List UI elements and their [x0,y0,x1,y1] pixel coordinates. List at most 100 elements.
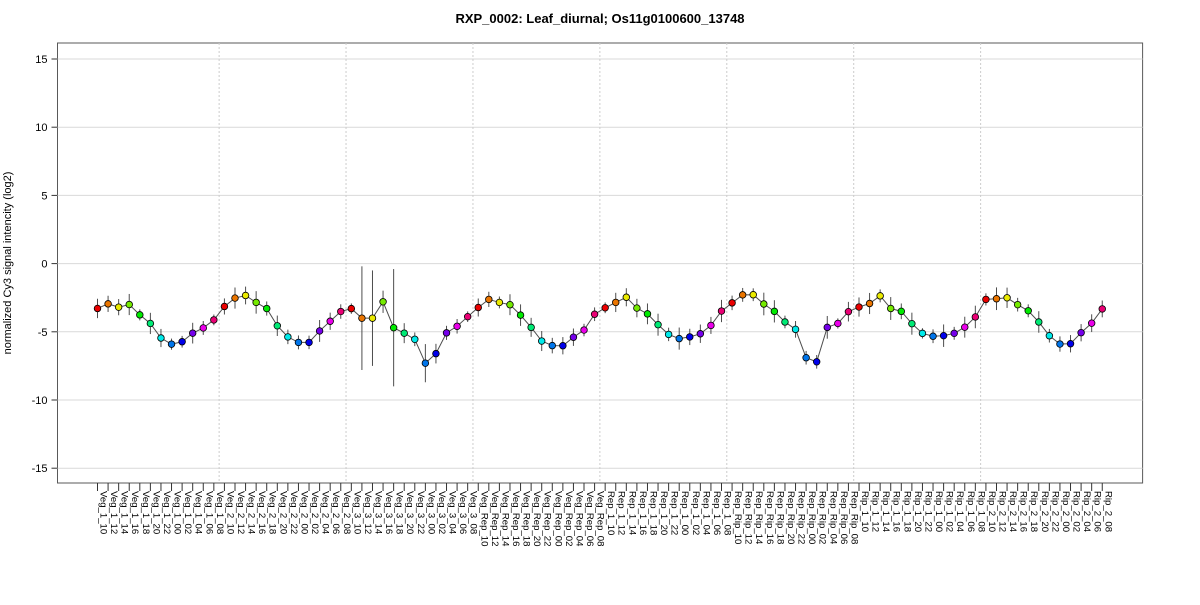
svg-text:Veg_2_16: Veg_2_16 [256,491,267,534]
svg-text:Rep_1_04: Rep_1_04 [700,491,711,536]
svg-text:Veg_1_16: Veg_1_16 [129,491,140,534]
svg-text:Rep_Rip_04: Rep_Rip_04 [827,491,838,545]
svg-text:Veg_3_18: Veg_3_18 [394,491,405,534]
svg-text:Rep_1_16: Rep_1_16 [637,491,648,535]
svg-text:Veg_3_16: Veg_3_16 [383,491,394,534]
svg-text:Rep_Rip_22: Rep_Rip_22 [796,491,807,544]
svg-text:0: 0 [41,259,47,271]
svg-text:Veg_3_08: Veg_3_08 [468,491,479,534]
svg-text:Veg_3_14: Veg_3_14 [372,491,383,535]
svg-text:Veg_2_08: Veg_2_08 [341,491,352,534]
svg-text:-15: -15 [32,463,48,475]
svg-text:Rip_1_20: Rip_1_20 [912,491,923,532]
svg-text:Rip_1_00: Rip_1_00 [933,491,944,532]
svg-text:Rep_1_20: Rep_1_20 [658,491,669,535]
svg-text:Rip_2_06: Rip_2_06 [1092,491,1103,532]
svg-text:Rep_1_08: Rep_1_08 [722,491,733,535]
svg-text:Veg_Rep_16: Veg_Rep_16 [510,491,521,546]
svg-text:Veg_1_12: Veg_1_12 [108,491,119,534]
svg-text:Rep_Rip_06: Rep_Rip_06 [838,491,849,544]
svg-text:Veg_Rep_06: Veg_Rep_06 [584,491,595,546]
svg-text:Rip_2_00: Rip_2_00 [1060,491,1071,532]
svg-text:Veg_2_06: Veg_2_06 [330,491,341,534]
svg-text:Rip_1_14: Rip_1_14 [880,491,891,533]
svg-text:Rep_1_18: Rep_1_18 [647,491,658,535]
svg-text:Rip_1_02: Rip_1_02 [944,491,955,532]
svg-text:Veg_1_22: Veg_1_22 [161,491,172,534]
svg-text:Veg_2_20: Veg_2_20 [277,491,288,534]
svg-text:Rep_Rip_08: Rep_Rip_08 [848,491,859,544]
svg-text:Rip_1_04: Rip_1_04 [954,491,965,533]
svg-text:Rep_1_12: Rep_1_12 [616,491,627,535]
svg-text:Veg_2_00: Veg_2_00 [298,491,309,534]
svg-text:Rep_1_10: Rep_1_10 [605,491,616,535]
svg-text:Rip_2_14: Rip_2_14 [1007,491,1018,533]
svg-text:Rip_2_20: Rip_2_20 [1039,491,1050,532]
svg-text:Rep_Rip_12: Rep_Rip_12 [743,491,754,544]
svg-text:Rep_Rip_14: Rep_Rip_14 [753,491,764,545]
svg-text:Veg_Rep_12: Veg_Rep_12 [489,491,500,546]
svg-text:Rip_2_10: Rip_2_10 [986,491,997,532]
svg-text:Veg_2_22: Veg_2_22 [288,491,299,534]
svg-text:Rip_2_08: Rip_2_08 [1102,491,1113,532]
svg-text:Rep_1_02: Rep_1_02 [690,491,701,535]
svg-text:Veg_3_12: Veg_3_12 [362,491,373,534]
svg-text:Rip_1_22: Rip_1_22 [922,491,933,532]
svg-text:Rep_1_00: Rep_1_00 [679,491,690,535]
svg-text:Veg_3_06: Veg_3_06 [457,491,468,534]
svg-text:Rep_1_22: Rep_1_22 [669,491,680,535]
svg-text:Veg_3_00: Veg_3_00 [425,491,436,534]
svg-text:Veg_2_10: Veg_2_10 [224,491,235,534]
svg-text:Veg_Rep_10: Veg_Rep_10 [478,491,489,546]
svg-text:Veg_3_02: Veg_3_02 [436,491,447,534]
svg-text:Veg_1_10: Veg_1_10 [98,491,109,534]
svg-text:15: 15 [35,54,47,66]
svg-text:Veg_1_18: Veg_1_18 [140,491,151,534]
svg-text:Veg_2_18: Veg_2_18 [267,491,278,534]
svg-text:Veg_3_04: Veg_3_04 [447,491,458,535]
svg-text:Rip_2_18: Rip_2_18 [1028,491,1039,532]
svg-text:Veg_2_04: Veg_2_04 [320,491,331,535]
svg-text:Veg_2_02: Veg_2_02 [309,491,320,534]
svg-text:RXP_0002: Leaf_diurnal; Os11g0: RXP_0002: Leaf_diurnal; Os11g0100600_137… [455,11,744,26]
svg-text:Veg_2_14: Veg_2_14 [246,491,257,535]
svg-text:Veg_1_06: Veg_1_06 [203,491,214,534]
svg-text:Rep_1_06: Rep_1_06 [711,491,722,535]
svg-text:Veg_1_00: Veg_1_00 [172,491,183,534]
svg-text:Veg_Rep_04: Veg_Rep_04 [573,491,584,547]
svg-text:Rip_2_04: Rip_2_04 [1081,491,1092,533]
svg-text:Rip_1_16: Rip_1_16 [891,491,902,532]
svg-text:Rip_2_12: Rip_2_12 [996,491,1007,532]
svg-text:-5: -5 [38,327,48,339]
svg-text:Veg_Rep_00: Veg_Rep_00 [552,491,563,546]
svg-text:Rip_1_10: Rip_1_10 [859,491,870,532]
svg-text:Rep_Rip_16: Rep_Rip_16 [764,491,775,544]
svg-text:Rip_1_08: Rip_1_08 [975,491,986,532]
svg-text:Veg_Rep_18: Veg_Rep_18 [521,491,532,546]
svg-text:Veg_1_04: Veg_1_04 [193,491,204,535]
svg-text:Rip_1_12: Rip_1_12 [870,491,881,532]
svg-text:Rep_Rip_00: Rep_Rip_00 [806,491,817,544]
svg-text:Veg_Rep_08: Veg_Rep_08 [595,491,606,546]
svg-text:Veg_Rep_02: Veg_Rep_02 [563,491,574,546]
svg-text:Rip_2_16: Rip_2_16 [1018,491,1029,532]
svg-text:-10: -10 [32,395,48,407]
svg-text:Rep_Rip_10: Rep_Rip_10 [732,491,743,544]
svg-text:Veg_Rep_14: Veg_Rep_14 [499,491,510,547]
svg-text:Rip_2_22: Rip_2_22 [1049,491,1060,532]
svg-text:Veg_1_14: Veg_1_14 [119,491,130,535]
svg-text:normalized Cy3 signal intencit: normalized Cy3 signal intencity (log2) [2,172,14,355]
svg-text:Veg_3_22: Veg_3_22 [415,491,426,534]
svg-text:Rep_1_14: Rep_1_14 [626,491,637,536]
svg-text:Veg_Rep_22: Veg_Rep_22 [542,491,553,546]
svg-text:Rip_2_02: Rip_2_02 [1071,491,1082,532]
svg-text:Rip_1_18: Rip_1_18 [901,491,912,532]
svg-text:Veg_1_08: Veg_1_08 [214,491,225,534]
svg-text:Rep_Rip_02: Rep_Rip_02 [817,491,828,544]
svg-text:Veg_2_12: Veg_2_12 [235,491,246,534]
svg-text:5: 5 [41,190,47,202]
svg-text:Veg_Rep_20: Veg_Rep_20 [531,491,542,546]
svg-text:Veg_3_10: Veg_3_10 [351,491,362,534]
svg-text:Veg_1_02: Veg_1_02 [182,491,193,534]
svg-text:10: 10 [35,122,47,134]
